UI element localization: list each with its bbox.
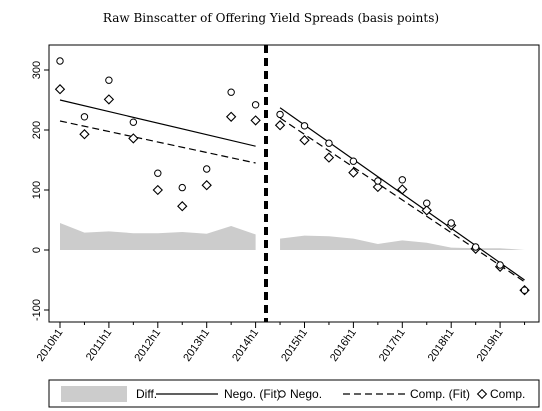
markers [54, 57, 530, 296]
comp-point [323, 152, 335, 163]
y-tick-label: 0 [31, 247, 43, 253]
nego-point [154, 169, 162, 177]
nego-point [129, 118, 138, 126]
comp-point [397, 184, 408, 195]
nego-point [423, 199, 431, 207]
legend-frame [48, 379, 540, 408]
plot-frame [48, 44, 540, 323]
comp-point [177, 201, 188, 212]
comp-point [299, 135, 310, 146]
comp-point [54, 84, 66, 95]
diff-area-post [280, 235, 525, 250]
nego-point [349, 157, 358, 165]
nego-point [471, 243, 480, 251]
legend-diff-swatch [61, 386, 127, 402]
nego-fit-line-pre [59, 99, 256, 147]
comp-point [103, 94, 115, 105]
comp-fit-line-post [279, 117, 525, 283]
comp-point [372, 181, 384, 193]
nego-point [105, 76, 113, 84]
nego-point [178, 183, 186, 192]
nego-point [203, 165, 211, 173]
nego-point [300, 122, 309, 130]
nego-point [227, 88, 235, 96]
nego-point [447, 219, 455, 227]
nego-point [56, 57, 64, 65]
nego-point [251, 101, 260, 109]
diff-areas [60, 223, 525, 250]
nego-point [80, 113, 89, 121]
comp-point [250, 115, 261, 126]
legend-diff-label: Diff. [136, 387, 157, 401]
nego-point [325, 139, 333, 147]
comp-point [201, 180, 212, 191]
comp-point [128, 133, 139, 144]
nego-point [398, 176, 406, 184]
y-axis: -100 0 100 200 300 [31, 61, 49, 321]
legend: Diff. Nego. (Fit) Nego. Comp. (Fit) Comp. [48, 379, 540, 408]
nego-point [520, 286, 529, 294]
nego-point [276, 110, 284, 119]
legend-nego-fit-label: Nego. (Fit) [224, 387, 281, 401]
comp-point [348, 167, 359, 178]
legend-comp-fit-label: Comp. (Fit) [410, 387, 470, 401]
legend-nego-label: Nego. [290, 387, 322, 401]
legend-nego-marker [278, 390, 286, 398]
diff-area-pre [60, 223, 256, 250]
legend-comp-label: Comp. [490, 387, 525, 401]
legend-comp-marker [476, 388, 488, 400]
comp-fit-line-pre [59, 120, 256, 164]
comp-point [225, 111, 237, 122]
comp-point [152, 184, 163, 196]
comp-point [274, 120, 286, 131]
nego-point [496, 261, 504, 269]
nego-point [374, 177, 382, 185]
y-tick-label: 200 [31, 121, 43, 139]
chart-title: Raw Binscatter of Offering Yield Spreads… [103, 11, 439, 25]
comp-point [421, 205, 432, 216]
comp-point [79, 129, 90, 140]
y-tick-label: -100 [31, 299, 43, 321]
y-tick-label: 300 [31, 61, 43, 79]
y-tick-label: 100 [31, 181, 43, 199]
